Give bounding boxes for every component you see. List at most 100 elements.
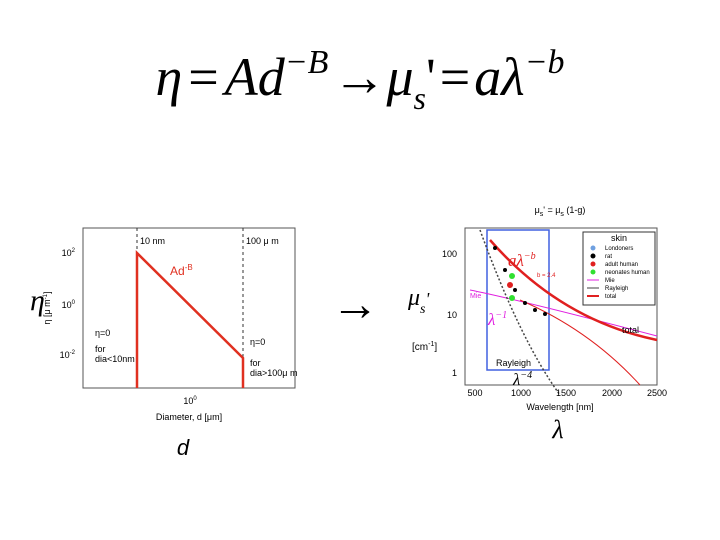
t: s [560, 211, 564, 218]
point [493, 246, 497, 250]
equation: η = Ad−B→μs'=aλ−b [155, 44, 564, 116]
t: -B [185, 263, 193, 272]
curve [489, 239, 658, 342]
legend-label: total [605, 294, 616, 300]
x-label: Diameter, d [μm] [156, 412, 222, 422]
legend [582, 231, 656, 306]
annotation: Rayleigh [496, 358, 531, 368]
annotation: 10 nm [140, 236, 165, 246]
eq-part: λ [499, 47, 524, 107]
annotation: dia<10nm [95, 354, 135, 364]
annotation: for [95, 344, 106, 354]
t: η [μ m [42, 299, 52, 324]
t: 2 [72, 248, 76, 254]
t: [cm [412, 342, 428, 353]
y-tick-label: 1 [452, 368, 457, 378]
t: λ [512, 370, 520, 389]
legend-marker [590, 261, 596, 267]
legend-label: adult human [605, 262, 638, 268]
annotation: b = 2.4 [537, 273, 556, 279]
t: μ [535, 205, 540, 215]
label: λ [551, 415, 563, 444]
t: 10 [62, 248, 72, 258]
curve [135, 250, 245, 388]
legend-marker [590, 269, 596, 275]
curve [479, 229, 561, 396]
annotation: total [622, 325, 639, 335]
symbol: μs' [407, 285, 431, 317]
annotation: for [250, 358, 261, 368]
x-tick-label: 1000 [511, 388, 531, 398]
arrow: → [331, 278, 379, 331]
left-chart: η [μ m-1] 102 100 10-2 100 Diameter, d [… [42, 227, 297, 422]
t: −1 [495, 310, 507, 321]
legend-marker [590, 245, 596, 251]
curve [469, 289, 658, 337]
unit: [cm-1] [412, 341, 437, 353]
t: -2 [70, 350, 76, 356]
legend-label: Rayleigh [605, 286, 628, 292]
t: 10 [62, 300, 72, 310]
y-tick-label: 10-2 [60, 350, 76, 360]
t: s [420, 302, 426, 317]
legend-entries: Londoners rat adult human neonates human Mie… [587, 245, 650, 300]
point [507, 282, 513, 288]
eq-part: d [258, 47, 286, 107]
eq-part: = [440, 47, 470, 107]
x-label: Wavelength [nm] [526, 402, 593, 412]
legend-title: skin [611, 233, 627, 243]
x-tick-label: 2500 [647, 388, 667, 398]
label: d [177, 435, 190, 460]
legend-label: neonates human [605, 270, 650, 276]
x-tick-label: 500 [467, 388, 482, 398]
t: -1 [43, 293, 49, 299]
t: ' = μ [543, 205, 560, 215]
eq-part: −B [285, 44, 329, 81]
point [503, 268, 507, 272]
point [513, 288, 517, 292]
t: ] [434, 342, 437, 353]
point [523, 301, 527, 305]
t: ' [426, 289, 431, 309]
t: -1 [428, 341, 434, 348]
y-tick-label: 100 [442, 249, 457, 259]
t: s [540, 211, 544, 218]
annotation: λ−1 [487, 310, 507, 329]
legend-marker [590, 253, 596, 259]
point [543, 312, 547, 316]
y-tick-label: 100 [62, 300, 76, 310]
annotation: λ−4 [512, 370, 532, 389]
eq-part: ' [426, 47, 436, 107]
annotation: aλ−b [508, 251, 536, 270]
t: 0 [72, 300, 76, 306]
t: −4 [520, 370, 532, 381]
eq-part: μ [385, 47, 413, 107]
y-label: η [μ m-1] [42, 291, 52, 324]
points [493, 246, 547, 316]
curve [519, 299, 641, 386]
eq-part: = [188, 47, 218, 107]
plot-frame [464, 227, 658, 386]
eq-part: s [414, 80, 426, 116]
legend-label: Mie [605, 278, 615, 284]
point [509, 295, 515, 301]
plot-frame [82, 227, 296, 389]
annotation: dia>100μ m [250, 368, 297, 378]
t: 10 [183, 396, 193, 406]
legend-label: Londoners [605, 246, 633, 252]
annotation: 100 μ m [246, 236, 279, 246]
t: 0 [193, 396, 197, 402]
t: μ [407, 285, 420, 311]
highlight-box [486, 229, 550, 371]
eq-part: A [222, 47, 259, 107]
t: −b [524, 251, 536, 262]
x-tick-label: 1500 [556, 388, 576, 398]
t: 10 [60, 350, 70, 360]
symbol: η [30, 284, 45, 317]
t: λ [487, 310, 495, 329]
t: (1-g) [564, 205, 586, 215]
y-tick-label: 10 [447, 310, 457, 320]
t: ] [42, 291, 52, 294]
annotation: Ad-B [170, 263, 193, 278]
